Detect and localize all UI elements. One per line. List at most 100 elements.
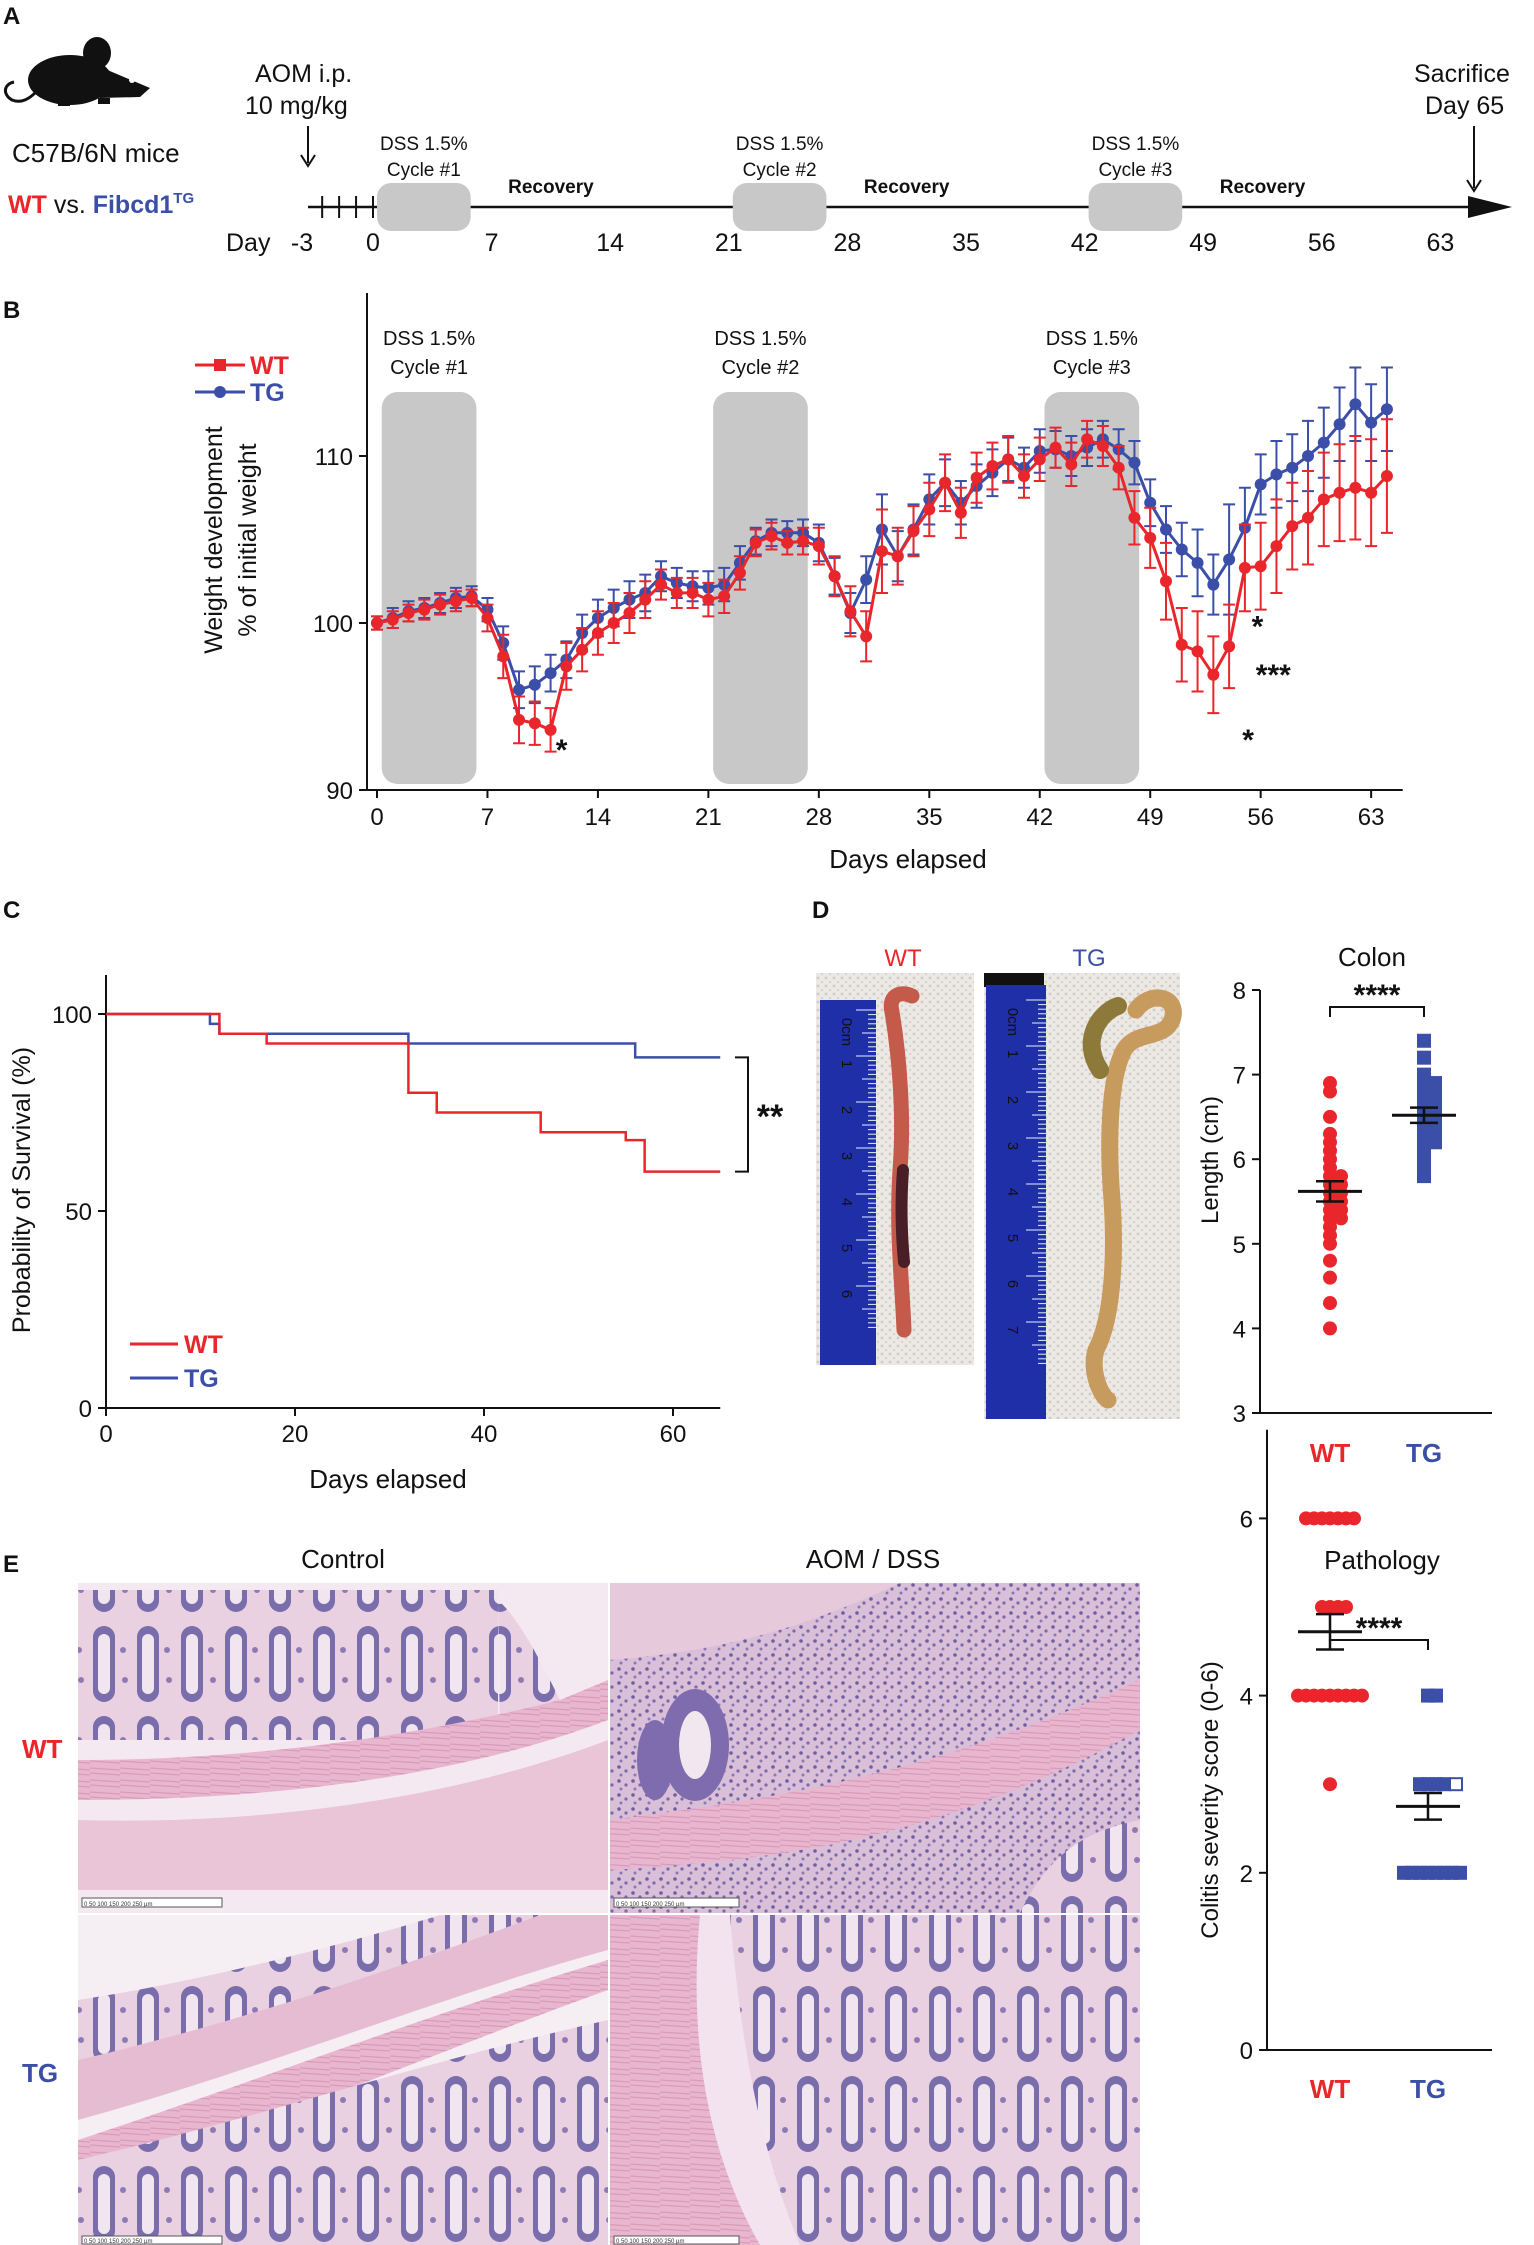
timeline-day-label-8: 49 (1189, 229, 1217, 257)
pathology-category-wt: WT (1310, 2074, 1351, 2104)
weight-tg-point-62 (1349, 398, 1362, 411)
weight-x-tick-label-7: 49 (1137, 804, 1164, 831)
treatment-timeline: DSS 1.5% Cycle #1 DSS 1.5% Cycle #2 DSS 1.5%… (226, 134, 1512, 257)
pathology-tg-point-5 (1437, 1777, 1451, 1792)
weight-tg-point-63 (1365, 416, 1378, 429)
pathology-significance: **** (1356, 1612, 1403, 1645)
weight-wt-point-48 (1128, 511, 1141, 524)
weight-legend-tg-marker (214, 386, 226, 398)
weight-wt-point-56 (1254, 560, 1267, 573)
weight-wt-point-17 (639, 593, 652, 606)
weight-wt-point-51 (1175, 638, 1188, 651)
pathology-tg-point-1 (1429, 1688, 1443, 1703)
weight-wt-point-35 (923, 503, 936, 516)
ruler-tg-ticks: 0cm 1 2 3 4 5 6 7 (1004, 999, 1046, 1364)
weight-tg-point-61 (1333, 418, 1346, 431)
timeline-day-label-1: 0 (366, 229, 380, 257)
survival-legend-wt-label: WT (184, 1331, 223, 1359)
colon-category-tg: TG (1406, 1438, 1442, 1468)
weight-wt-point-36 (939, 476, 952, 489)
weight-tg-point-49 (1144, 496, 1157, 509)
ruler-tg-label-0: 0cm (1004, 1008, 1021, 1036)
weight-wt-point-33 (891, 550, 904, 563)
weight-wt-point-26 (781, 536, 794, 549)
weight-tg-point-64 (1380, 403, 1393, 416)
weight-wt-point-14 (591, 627, 604, 640)
weight-dss-label-2: DSS 1.5% (714, 328, 806, 350)
colon-green-segment-tg (1082, 997, 1127, 1079)
histology-col-control: Control (301, 1544, 385, 1574)
survival-tg-curve (106, 1012, 721, 1059)
survival-chart: 0 50 100 0 20 40 60 Days elapsed Probability of … (8, 975, 784, 1494)
weight-wt-point-46 (1096, 439, 1109, 452)
sacrifice-arrow (1466, 126, 1482, 193)
weight-tg-point-52 (1191, 556, 1204, 569)
weight-wt-point-9 (513, 713, 526, 726)
weight-tg-point-10 (528, 678, 541, 691)
weight-wt-point-55 (1238, 561, 1251, 574)
colon-tg-point-18 (1428, 1135, 1442, 1150)
weight-wt-point-2 (402, 606, 415, 619)
weight-dss-label-1: DSS 1.5% (383, 328, 475, 350)
weight-wt-point-34 (907, 525, 920, 538)
weight-tg-point-48 (1128, 456, 1141, 469)
ruler-tg-label-5: 5 (1004, 1234, 1021, 1242)
ruler-wt-label-2: 2 (838, 1106, 855, 1114)
colon-y-axis-title: Length (cm) (1197, 1096, 1224, 1224)
weight-chart: DSS 1.5% Cycle #1 DSS 1.5% Cycle #2 DSS 1.5%… (195, 293, 1403, 874)
weight-wt-point-13 (576, 643, 589, 656)
weight-tg-point-53 (1207, 578, 1220, 591)
weight-wt-point-38 (970, 471, 983, 484)
group-tg-superscript: TG (173, 190, 194, 207)
weight-wt-point-11 (544, 723, 557, 736)
pathology-wt-point-20 (1323, 1777, 1337, 1792)
weight-wt-point-44 (1065, 458, 1078, 471)
weight-x-tick-label-3: 21 (695, 804, 722, 831)
sacrifice-label-line1: Sacrifice (1414, 60, 1510, 88)
aom-label-line2: 10 mg/kg (245, 92, 348, 120)
weight-wt-point-18 (655, 578, 668, 591)
weight-wt-point-59 (1302, 511, 1315, 524)
weight-significance-2: *** (1256, 659, 1291, 692)
timeline-dss-cycle-3: Cycle #3 (1098, 160, 1172, 181)
weight-wt-point-6 (465, 591, 478, 604)
timeline-recovery-label-3: Recovery (1220, 177, 1306, 198)
weight-dss-cycle-2: Cycle #2 (722, 357, 800, 379)
weight-wt-point-21 (702, 593, 715, 606)
weight-wt-point-1 (386, 613, 399, 626)
scalebar-label-4: 0 50 100 150 200 250 µm (616, 2239, 685, 2245)
scalebar-3 (81, 2235, 223, 2245)
survival-x-tick-label-2: 40 (471, 1421, 498, 1448)
weight-dss-band-2 (713, 392, 808, 784)
timeline-day-label-5: 28 (833, 229, 861, 257)
survival-y-tick-label-1: 50 (65, 1199, 92, 1226)
weight-wt-point-27 (797, 535, 810, 548)
panel-label-a: A (3, 3, 20, 30)
weight-tg-point-56 (1254, 478, 1267, 491)
survival-y-axis-title: Probability of Survival (%) (8, 1047, 36, 1333)
mouse-silhouette-icon (4, 37, 150, 106)
survival-significance: ** (757, 1098, 784, 1136)
ruler-wt-label-6: 6 (838, 1290, 855, 1298)
mouse-strain-label: C57B/6N mice (12, 138, 180, 168)
weight-x-tick-label-2: 14 (585, 804, 612, 831)
colon-wt-point-2 (1323, 1109, 1337, 1124)
survival-significance-bracket (735, 1056, 749, 1173)
survival-legend-tg-label: TG (184, 1365, 219, 1393)
weight-tg-point-54 (1223, 553, 1236, 566)
weight-wt-point-32 (875, 545, 888, 558)
weight-wt-point-39 (986, 460, 999, 473)
colon-title: Colon (1338, 942, 1406, 972)
weight-wt-point-53 (1207, 668, 1220, 681)
weight-wt-point-25 (765, 530, 778, 543)
colon-y-tick-label-0: 3 (1233, 1401, 1246, 1428)
weight-y-tick-label-0: 90 (326, 778, 353, 805)
weight-wt-point-4 (434, 598, 447, 611)
weight-wt-point-40 (1002, 453, 1015, 466)
weight-wt-point-24 (749, 536, 762, 549)
colon-length-chart: 3 4 5 6 7 8 Colon Length (cm) WT TG **** (1197, 942, 1492, 1468)
weight-wt-point-58 (1286, 520, 1299, 533)
weight-tg-point-9 (513, 683, 526, 696)
timeline-day-label-2: 7 (485, 229, 499, 257)
weight-wt-point-23 (733, 566, 746, 579)
